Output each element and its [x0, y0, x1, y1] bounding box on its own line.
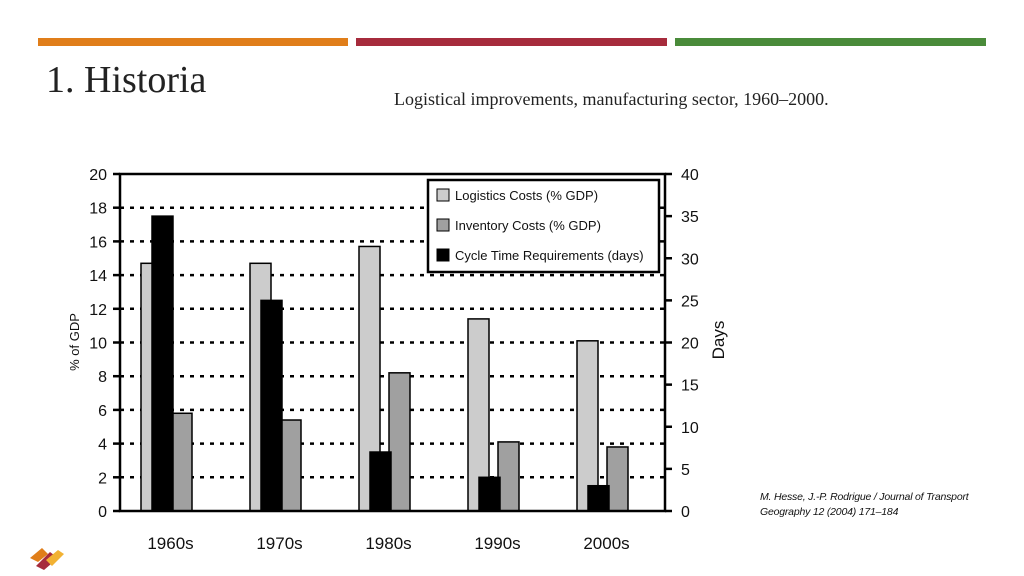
y-tick-label-left: 10: [89, 336, 107, 353]
bar-inventory-2000s: [606, 446, 629, 512]
y-tick-label-right: 15: [681, 378, 699, 395]
y-tick-label-right: 40: [681, 167, 699, 184]
bar-cycle-time-2000s: [587, 484, 610, 512]
accent-bar-orange: [38, 38, 348, 46]
y-tick-label-right: 0: [681, 504, 690, 521]
chart-legend: Logistics Costs (% GDP) Inventory Costs (…: [426, 178, 661, 274]
bar-inventory-1970s: [279, 419, 302, 512]
legend-swatch: [436, 188, 450, 202]
accent-bar-green: [675, 38, 986, 46]
x-tick-label: 2000s: [583, 534, 629, 553]
y-tick-label-left: 2: [98, 470, 107, 487]
y-tick-label-right: 20: [681, 336, 699, 353]
y-tick-label-left: 20: [89, 167, 107, 184]
bar-inventory-1960s: [170, 412, 193, 512]
legend-swatch: [436, 248, 450, 262]
y-tick-label-left: 0: [98, 504, 107, 521]
legend-label: Inventory Costs (% GDP): [455, 218, 601, 233]
logo-icon: [30, 548, 64, 570]
slide-subtitle: Logistical improvements, manufacturing s…: [394, 89, 829, 109]
legend-swatch: [436, 218, 450, 232]
y-tick-label-left: 6: [98, 403, 107, 420]
x-tick-label: 1970s: [256, 534, 302, 553]
bar-inventory-1990s: [497, 441, 520, 512]
y-tick-label-left: 8: [98, 369, 107, 386]
slide-title: 1. Historia: [46, 59, 207, 101]
y-tick-label-right: 5: [681, 462, 690, 479]
bar-cycle-time-1980s: [369, 451, 392, 512]
y-tick-label-right: 30: [681, 251, 699, 268]
x-tick-label: 1960s: [147, 534, 193, 553]
bar-cycle-time-1970s: [260, 299, 283, 512]
y-tick-label-right: 10: [681, 420, 699, 437]
y-axis-label-left: % of GDP: [67, 313, 82, 371]
bar-cycle-time-1960s: [151, 215, 174, 512]
y-tick-label-left: 16: [89, 234, 107, 251]
legend-label: Cycle Time Requirements (days): [455, 248, 644, 263]
accent-bar-red: [356, 38, 667, 46]
x-tick-label: 1990s: [474, 534, 520, 553]
legend-label: Logistics Costs (% GDP): [455, 188, 598, 203]
y-tick-label-left: 4: [98, 437, 107, 454]
bar-inventory-1980s: [388, 372, 411, 512]
bar-cycle-time-1990s: [478, 476, 501, 512]
y-axis-label-right: Days: [709, 321, 728, 360]
citation: M. Hesse, J.-P. Rodrigue / Journal of Tr…: [760, 491, 969, 518]
y-tick-label-left: 12: [89, 302, 107, 319]
x-tick-label: 1980s: [365, 534, 411, 553]
y-tick-label-right: 25: [681, 293, 699, 310]
y-tick-label-right: 35: [681, 209, 699, 226]
y-tick-label-left: 18: [89, 201, 107, 218]
y-tick-label-left: 14: [89, 268, 107, 285]
